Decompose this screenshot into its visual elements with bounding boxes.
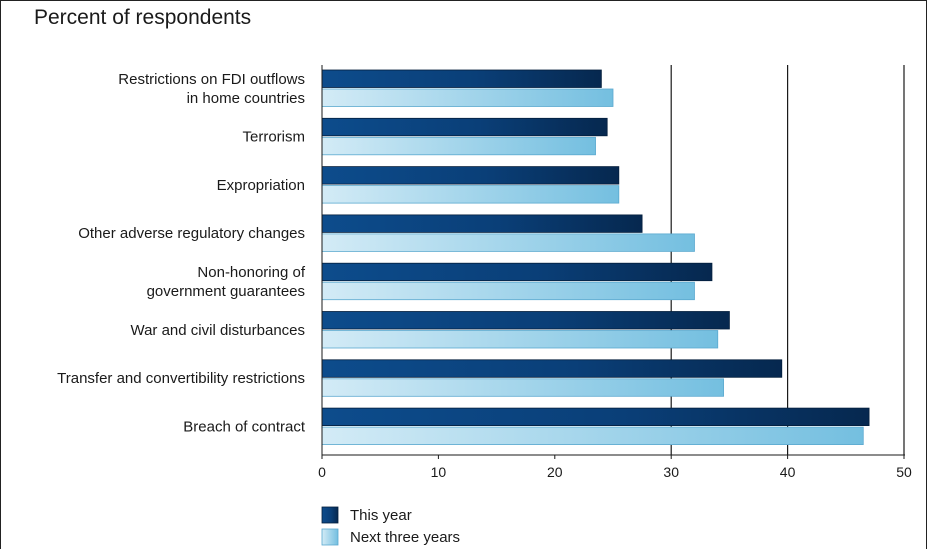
category-label-0: Restrictions on FDI outflows in home coun…: [118, 71, 305, 107]
bar-this-year-1: [321, 117, 608, 137]
bar-this-year-7: [321, 407, 870, 427]
bar-this-year-2: [321, 166, 620, 185]
category-labels: Restrictions on FDI outflows in home coun…: [57, 71, 306, 436]
category-label-6: Transfer and convertibility restrictions: [57, 370, 305, 387]
x-tick-label-30: 30: [663, 464, 679, 480]
bar-next-three-years-0: [321, 88, 614, 107]
bar-next-three-years-4: [321, 281, 695, 301]
bar-next-three-years-6: [321, 378, 724, 397]
bar-next-three-years-5: [321, 330, 719, 349]
legend-label-0: This year: [350, 507, 412, 524]
bars: [321, 69, 870, 446]
bar-this-year-5: [321, 311, 730, 330]
bar-this-year-6: [321, 359, 783, 378]
category-label-3: Other adverse regulatory changes: [78, 225, 305, 242]
legend-swatch-0: [321, 506, 339, 524]
x-tick-label-10: 10: [431, 464, 447, 480]
bar-next-three-years-2: [321, 185, 620, 204]
bar-next-three-years-7: [321, 426, 864, 446]
bar-this-year-3: [321, 214, 643, 233]
bar-next-three-years-1: [321, 136, 596, 156]
category-label-2: Expropriation: [217, 177, 305, 194]
bar-this-year-4: [321, 262, 713, 282]
legend: This year Next three years: [321, 506, 460, 546]
legend-label-1: Next three years: [350, 529, 460, 546]
category-label-5: War and civil disturbances: [130, 322, 305, 339]
bar-this-year-0: [321, 69, 602, 88]
category-label-1: Terrorism: [243, 129, 306, 146]
x-tick-label-0: 0: [318, 464, 326, 480]
x-tick-label-20: 20: [547, 464, 563, 480]
category-label-4: Non-honoring of government guarantees: [147, 264, 306, 300]
chart-title: Percent of respondents: [34, 6, 252, 29]
x-tick-label-50: 50: [896, 464, 912, 480]
legend-swatch-1: [321, 528, 339, 546]
x-tick-label-40: 40: [780, 464, 796, 480]
bar-next-three-years-3: [321, 233, 695, 252]
category-label-7: Breach of contract: [183, 418, 306, 435]
x-axis: 0 10 20 30 40 50: [318, 65, 912, 480]
